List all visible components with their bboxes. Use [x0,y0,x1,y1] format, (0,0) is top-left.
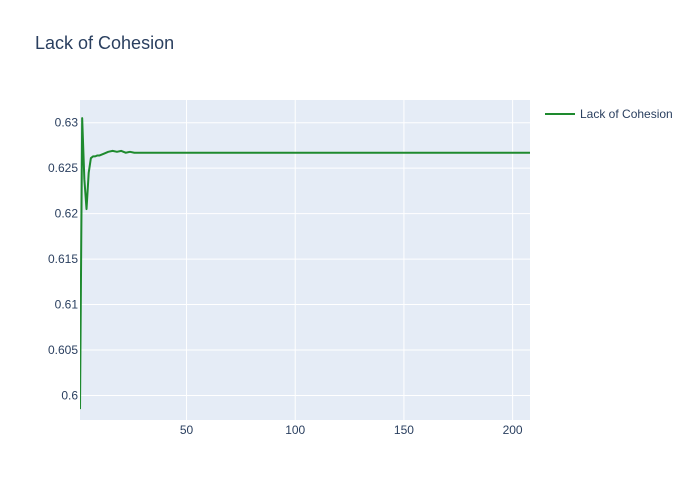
chart-title: Lack of Cohesion [35,33,175,53]
x-tick-label: 100 [285,423,305,437]
y-tick-label: 0.605 [48,343,78,357]
y-tick-label: 0.62 [55,207,79,221]
y-tick-label: 0.61 [55,298,79,312]
legend-label[interactable]: Lack of Cohesion [580,107,673,121]
y-tick-label: 0.6 [61,388,78,402]
series-line [80,117,530,410]
y-tick-label: 0.625 [48,161,78,175]
x-tick-label: 150 [394,423,414,437]
axis-tick-labels: 0.6 0.605 0.61 0.615 0.62 0.625 0.63 50 100 150 20… [48,116,523,437]
y-tick-label: 0.615 [48,252,78,266]
grid-lines [80,100,530,420]
x-tick-label: 200 [503,423,523,437]
y-tick-label: 0.63 [55,116,79,130]
legend[interactable]: Lack of Cohesion [545,107,673,121]
plot-background [80,100,530,420]
x-tick-label: 50 [180,423,194,437]
plot-area [80,117,530,410]
